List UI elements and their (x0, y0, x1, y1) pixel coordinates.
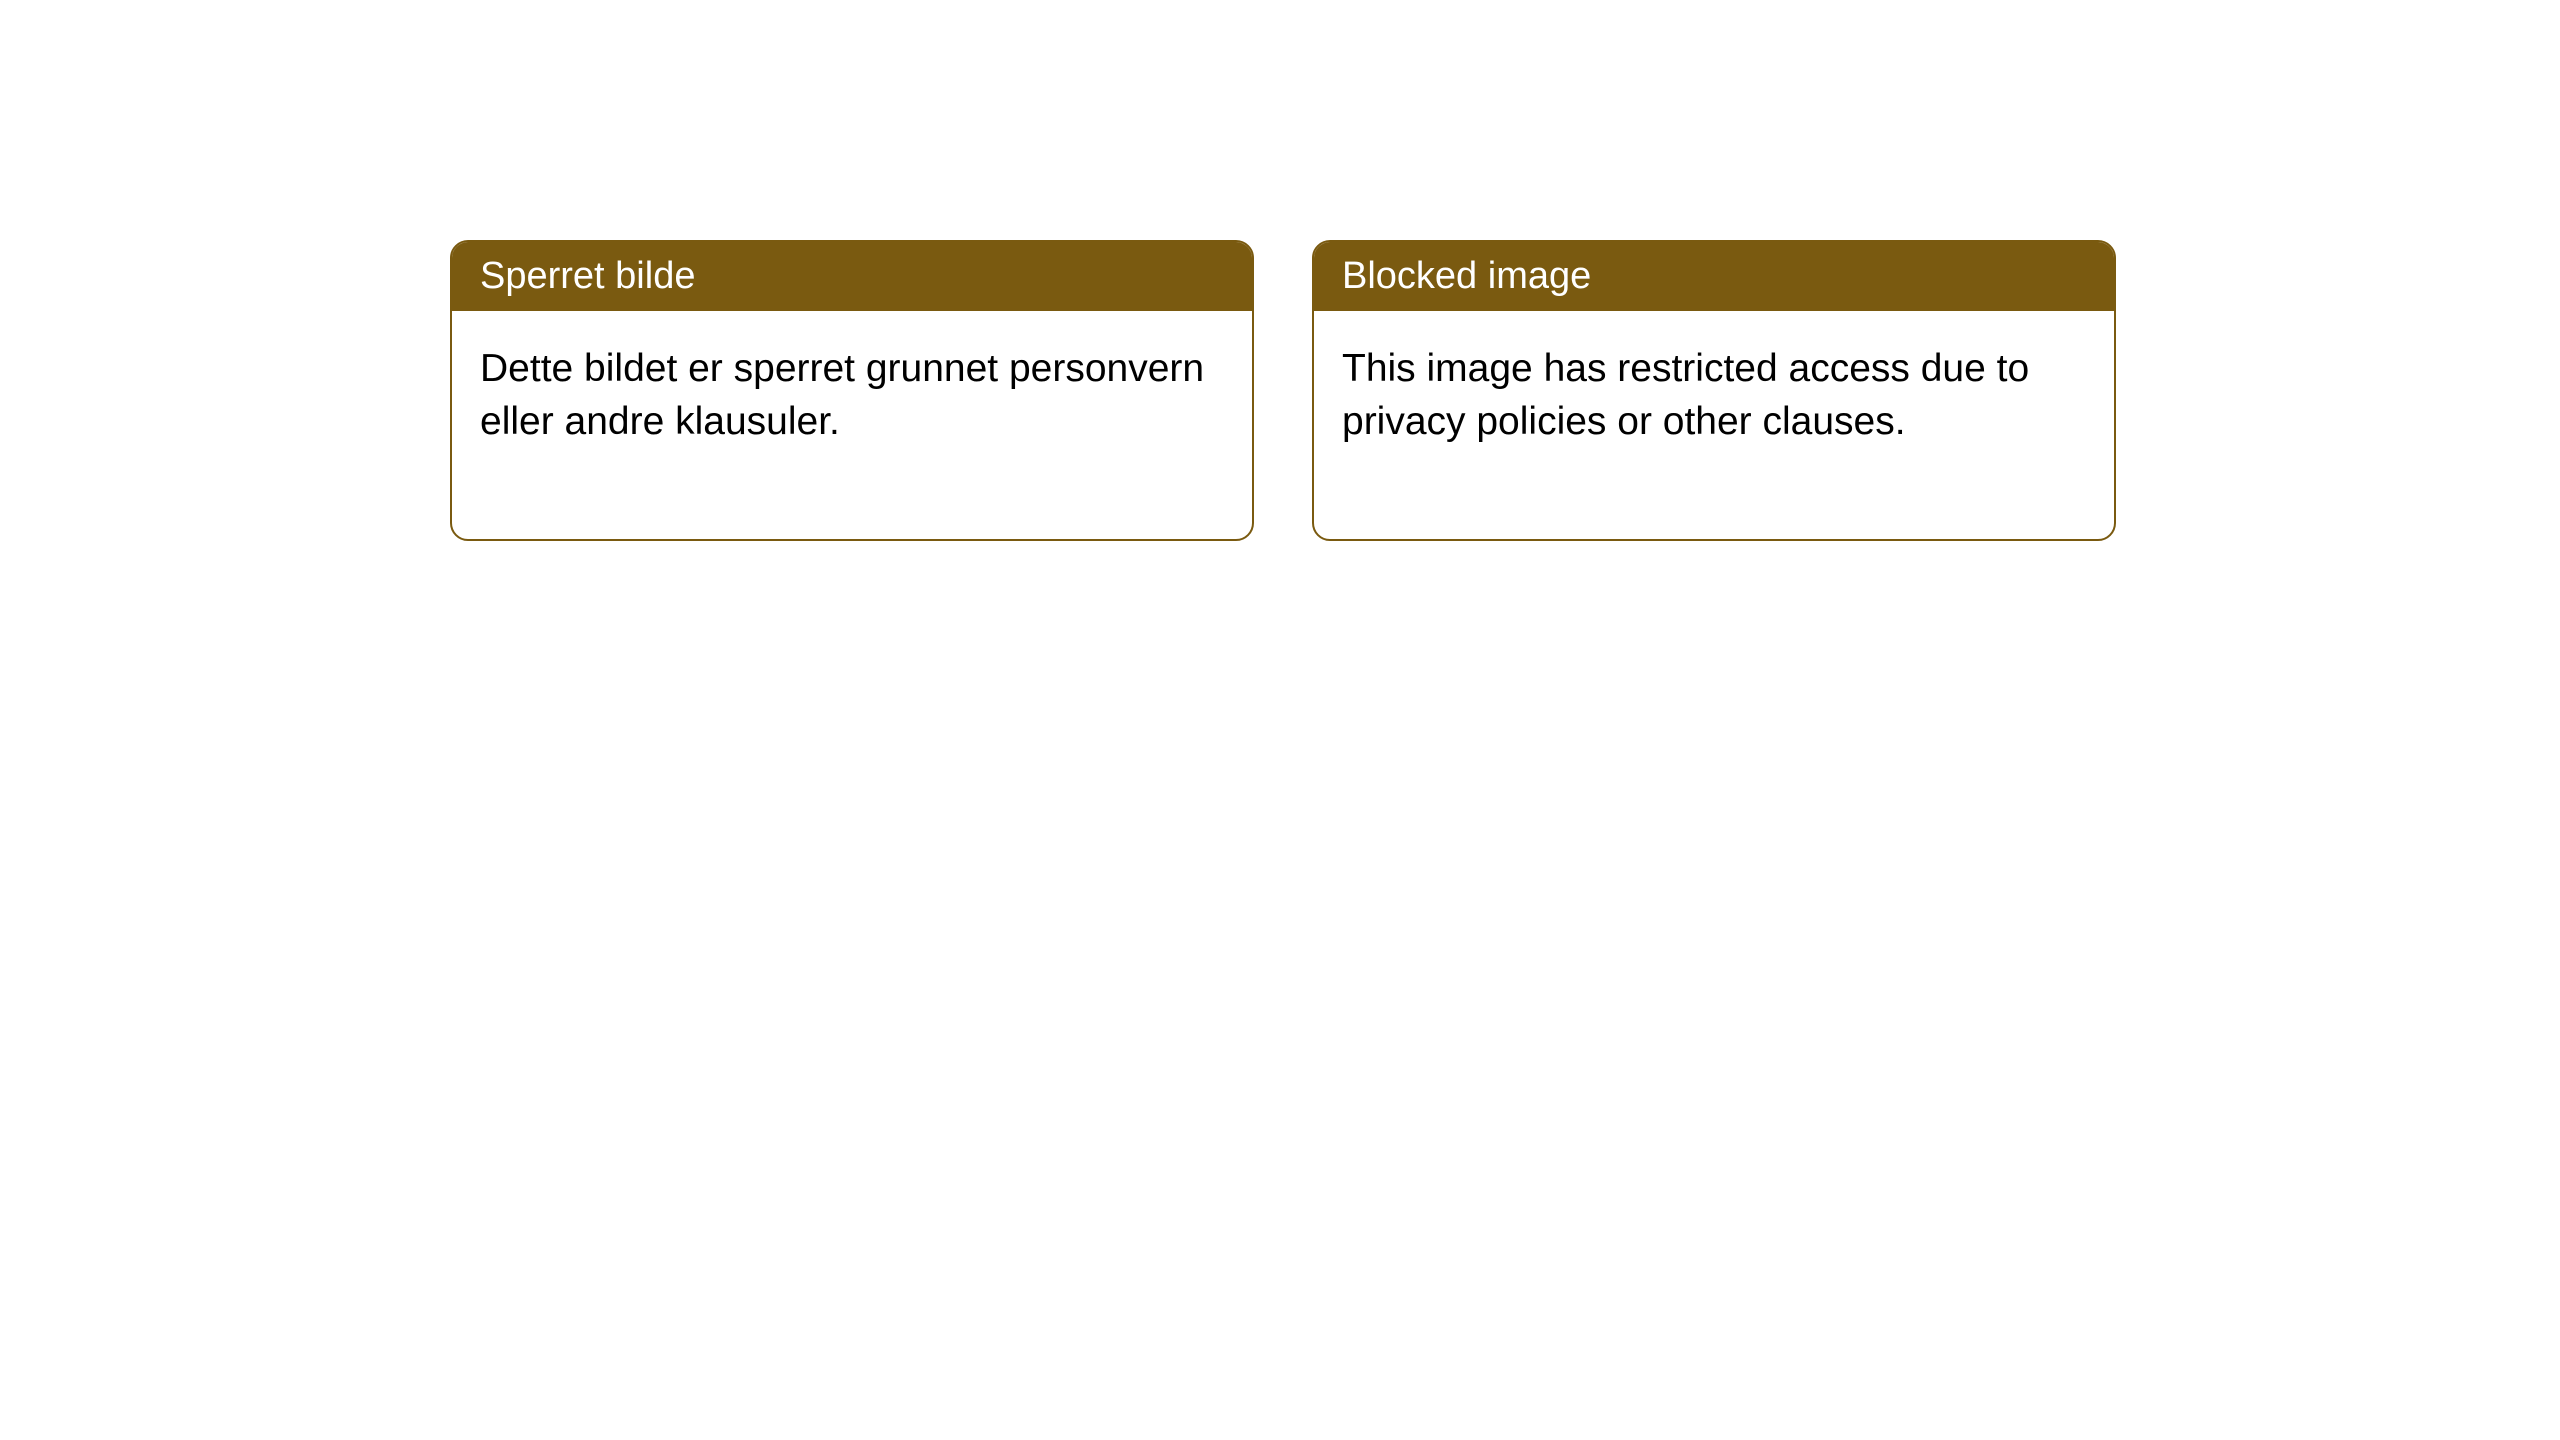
card-body-norwegian: Dette bildet er sperret grunnet personve… (452, 311, 1252, 538)
card-body-english: This image has restricted access due to … (1314, 311, 2114, 538)
notice-card-english: Blocked image This image has restricted … (1312, 240, 2116, 541)
card-header-norwegian: Sperret bilde (452, 242, 1252, 311)
notice-container: Sperret bilde Dette bildet er sperret gr… (0, 0, 2560, 541)
notice-card-norwegian: Sperret bilde Dette bildet er sperret gr… (450, 240, 1254, 541)
card-header-english: Blocked image (1314, 242, 2114, 311)
